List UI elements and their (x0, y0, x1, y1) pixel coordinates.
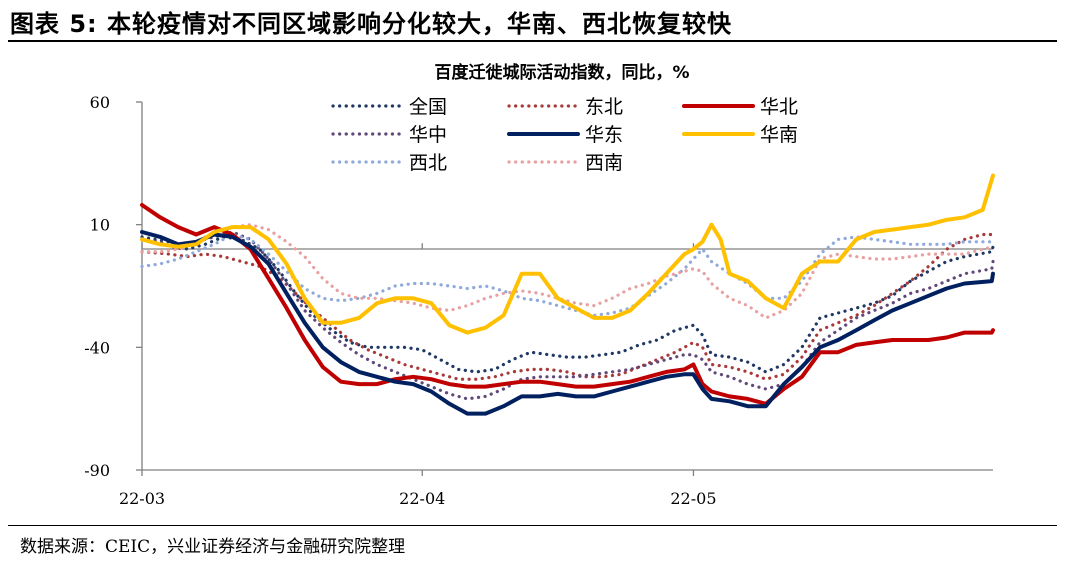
x-axis: 22-03 22-04 22-05 (119, 243, 993, 508)
x-tick-label: 22-05 (670, 489, 716, 508)
y-tick-label: 10 (90, 216, 110, 235)
top-rule (8, 40, 1057, 42)
legend-label-西南: 西南 (585, 152, 623, 174)
series-line-华中 (140, 230, 995, 401)
data-source: 数据来源：CEIC，兴业证券经济与金融研究院整理 (20, 537, 406, 557)
bottom-rule (8, 525, 1057, 526)
series-line-华东 (140, 230, 995, 416)
legend-label-西北: 西北 (409, 152, 447, 174)
figure-title: 图表 5: 本轮疫情对不同区域影响分化较大，华南、西北恢复较快 (10, 10, 733, 38)
x-tick-label: 22-03 (119, 489, 165, 508)
legend-label-华东: 华东 (585, 124, 623, 146)
series-line-全国 (140, 235, 995, 374)
x-tick-label: 22-04 (399, 489, 445, 508)
y-tick-label: 60 (90, 93, 110, 112)
series-line-西北 (140, 232, 995, 317)
series-line-东北 (140, 232, 995, 381)
series-line-西南 (140, 223, 995, 320)
y-tick-label: -90 (84, 461, 110, 480)
legend-label-华中: 华中 (409, 124, 447, 146)
legend-label-华南: 华南 (760, 124, 798, 146)
legend-label-全国: 全国 (409, 96, 447, 118)
legend-label-东北: 东北 (585, 96, 623, 118)
series-line-华北 (140, 203, 995, 406)
series-line-华南 (140, 173, 995, 335)
y-tick-label: -40 (84, 338, 110, 357)
chart-title: 百度迁徙城际活动指数，同比，% (434, 62, 689, 83)
legend-label-华北: 华北 (760, 96, 798, 118)
series-layer (140, 173, 995, 416)
y-axis: 60 10 -40 -90 (84, 93, 143, 480)
